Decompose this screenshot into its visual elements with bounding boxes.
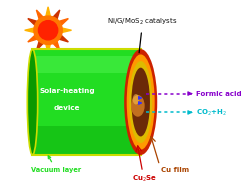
Ellipse shape — [129, 61, 152, 143]
Text: Cu$_2$Se: Cu$_2$Se — [132, 174, 157, 184]
Ellipse shape — [133, 94, 139, 104]
Text: Ni/G/MoS$_2$ catalysts: Ni/G/MoS$_2$ catalysts — [107, 17, 178, 53]
Polygon shape — [36, 40, 44, 50]
Bar — [32, 56, 141, 73]
Polygon shape — [28, 19, 38, 26]
Polygon shape — [58, 19, 68, 26]
Text: device: device — [54, 105, 80, 111]
Polygon shape — [52, 10, 60, 20]
Polygon shape — [58, 34, 68, 42]
Polygon shape — [61, 28, 72, 33]
Circle shape — [38, 21, 58, 40]
Text: Formic acid: Formic acid — [196, 91, 241, 97]
Polygon shape — [52, 40, 60, 50]
Ellipse shape — [131, 68, 150, 136]
Text: Vacuum layer: Vacuum layer — [31, 156, 81, 173]
Ellipse shape — [27, 49, 38, 155]
Ellipse shape — [131, 95, 145, 117]
Bar — [32, 49, 141, 155]
Polygon shape — [46, 7, 51, 17]
Ellipse shape — [127, 54, 155, 150]
Ellipse shape — [124, 49, 157, 155]
Bar — [32, 126, 141, 155]
Text: Cu film: Cu film — [161, 167, 190, 173]
Text: Solar-heating: Solar-heating — [39, 88, 95, 94]
Polygon shape — [28, 34, 38, 42]
Polygon shape — [25, 28, 35, 33]
Text: CO$_2$+H$_2$: CO$_2$+H$_2$ — [196, 107, 226, 118]
Polygon shape — [46, 43, 51, 54]
Polygon shape — [36, 10, 44, 20]
Circle shape — [34, 16, 62, 44]
